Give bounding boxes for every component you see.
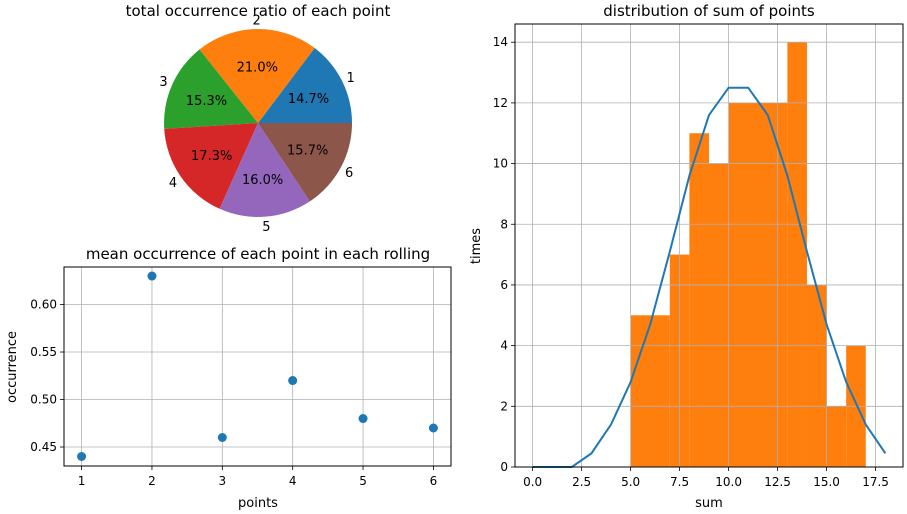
histogram-xlabel: sum: [695, 496, 723, 511]
pie-pct-label: 21.0%: [237, 61, 278, 76]
scatter-ytick-label: 0.55: [30, 345, 57, 359]
histogram-title: distribution of sum of points: [603, 2, 815, 20]
scatter-xtick-label: 4: [289, 474, 297, 488]
scatter-chart: mean occurrence of each point in each ro…: [5, 245, 451, 511]
histogram-xtick-label: 0.0: [523, 475, 542, 489]
histogram-xtick-label: 5.0: [621, 475, 640, 489]
scatter-ytick-label: 0.60: [30, 298, 57, 312]
histogram-bar: [631, 315, 670, 467]
histogram-bars: [631, 42, 866, 467]
histogram-ytick-label: 6: [500, 278, 508, 292]
scatter-point: [359, 414, 368, 423]
scatter-xtick-label: 5: [359, 474, 367, 488]
histogram-ytick-label: 2: [500, 399, 508, 413]
histogram-bar: [689, 133, 709, 467]
histogram-ytick-label: 14: [493, 35, 508, 49]
scatter-title: mean occurrence of each point in each ro…: [86, 245, 430, 263]
pie-category-label: 4: [169, 176, 177, 191]
histogram-xtick-label: 7.5: [670, 475, 689, 489]
scatter-frame: [64, 267, 451, 466]
histogram-xtick-label: 2.5: [572, 475, 591, 489]
pie-category-label: 2: [253, 14, 261, 29]
scatter-xtick-label: 6: [430, 474, 438, 488]
histogram-ylabel: times: [469, 228, 484, 264]
scatter-point: [218, 433, 227, 442]
pie-pct-label: 14.7%: [288, 92, 329, 107]
pie-chart: total occurrence ratio of each point 14.…: [126, 2, 391, 235]
scatter-ytick-label: 0.50: [30, 393, 57, 407]
scatter-xtick-label: 2: [148, 474, 156, 488]
histogram-xtick-label: 12.5: [764, 475, 791, 489]
histogram-xtick-label: 17.5: [862, 475, 889, 489]
histogram-xtick-label: 10.0: [715, 475, 742, 489]
pie-category-label: 3: [159, 75, 167, 90]
pie-category-label: 6: [345, 166, 353, 181]
scatter-xlabel: points: [238, 496, 278, 511]
histogram-bar: [787, 42, 807, 467]
histogram-xtick-label: 15.0: [813, 475, 840, 489]
scatter-points: [77, 272, 438, 461]
scatter-ytick-label: 0.45: [30, 440, 57, 454]
histogram-ytick-label: 8: [500, 217, 508, 231]
histogram-ytick-label: 10: [493, 157, 508, 171]
pie-category-label: 1: [346, 71, 354, 86]
scatter-xtick-label: 3: [218, 474, 226, 488]
pie-pct-label: 15.7%: [287, 144, 328, 159]
pie-pct-label: 16.0%: [242, 173, 283, 188]
scatter-point: [288, 376, 297, 385]
pie-slices: [164, 29, 352, 217]
scatter-grid: [64, 267, 451, 466]
scatter-ticks: 1 2 3 4 5 6 0.45 0.50 0.55 0.60: [30, 298, 437, 488]
scatter-point: [77, 452, 86, 461]
histogram-ytick-label: 4: [500, 339, 508, 353]
histogram-bar: [709, 164, 729, 467]
pie-pct-label: 15.3%: [186, 94, 227, 109]
scatter-point: [147, 272, 156, 281]
histogram-bar: [827, 406, 847, 467]
histogram-chart: distribution of sum of points 0.0 2.5 5.0 7…: [469, 2, 903, 511]
scatter-point: [429, 424, 438, 433]
histogram-ytick-label: 12: [493, 96, 508, 110]
histogram-ytick-label: 0: [500, 460, 508, 474]
pie-category-label: 5: [262, 220, 270, 235]
scatter-xtick-label: 1: [78, 474, 86, 488]
scatter-ylabel: occurrence: [5, 331, 20, 403]
pie-pct-label: 17.3%: [191, 149, 232, 164]
